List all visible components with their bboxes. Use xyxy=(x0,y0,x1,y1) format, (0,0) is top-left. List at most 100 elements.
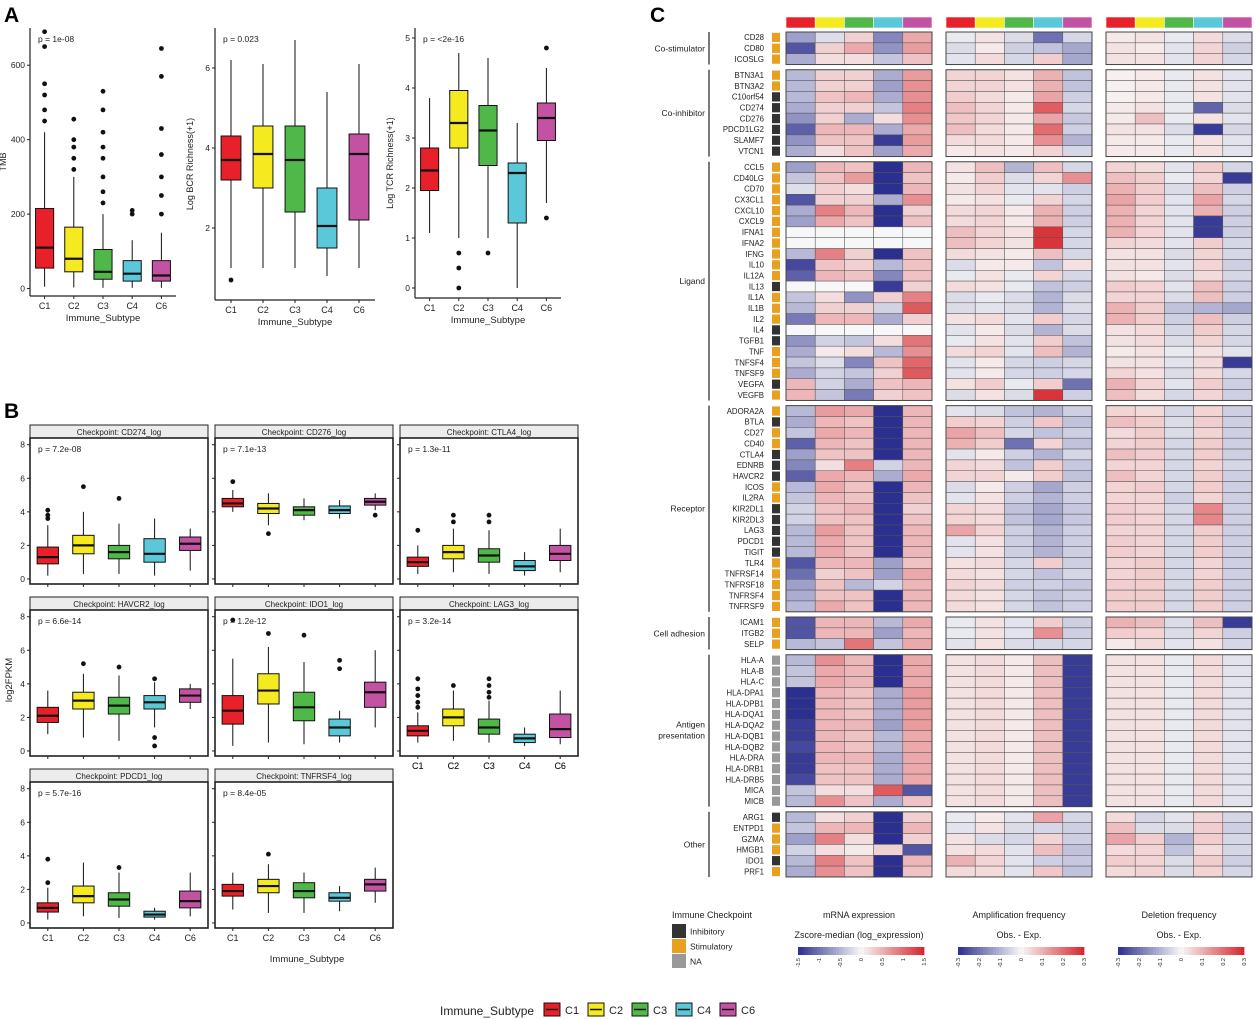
heatmap-cell xyxy=(844,345,874,358)
heatmap-cell xyxy=(1193,204,1224,217)
heatmap-cell xyxy=(1004,535,1034,547)
heatmap-cell xyxy=(1105,773,1136,786)
heatmap-cell xyxy=(844,513,874,526)
heatmap-cell xyxy=(945,42,976,54)
colorbar-segment xyxy=(1055,947,1060,955)
legend-label-C4: C4 xyxy=(697,1005,711,1017)
heatmap-cell xyxy=(902,194,933,206)
heatmap-cell xyxy=(785,557,816,569)
y-tick-label: 3 xyxy=(405,133,410,143)
heatmap-cell xyxy=(1004,844,1034,856)
heatmap-cell xyxy=(1105,822,1136,834)
heatmap-cell xyxy=(1033,367,1064,379)
heatmap-cell xyxy=(1193,378,1224,390)
heatmap-cell xyxy=(844,389,874,401)
heatmap-cell xyxy=(844,204,874,217)
heatmap-cell xyxy=(902,676,933,688)
heatmap-cell xyxy=(1033,313,1064,325)
heatmap-cell xyxy=(1105,134,1136,146)
heatmap-cell xyxy=(1134,763,1165,775)
outlier-point xyxy=(230,479,236,485)
heatmap-cell xyxy=(1033,524,1064,537)
colorbar-tick: 0.1 xyxy=(1040,958,1046,966)
heatmap-cell xyxy=(974,226,1005,238)
heatmap-cell xyxy=(814,80,845,92)
colorbar-segment xyxy=(1058,947,1063,955)
column-header-C3 xyxy=(1164,16,1194,29)
colorbar-segment xyxy=(857,947,862,955)
heatmap-cell xyxy=(1164,616,1194,629)
heatmap-cell xyxy=(814,524,845,537)
heatmap-cell xyxy=(974,378,1005,390)
heatmap-cell xyxy=(902,324,933,336)
heatmap-cell xyxy=(814,616,845,629)
outlier-point xyxy=(415,693,421,698)
heatmap-cell xyxy=(1033,378,1064,390)
heatmap-cell xyxy=(873,237,904,249)
outlier-point xyxy=(486,512,492,518)
heatmap-cell xyxy=(1105,378,1136,390)
x-tick-label: C3 xyxy=(289,305,301,315)
heatmap-cell xyxy=(1193,773,1224,786)
column-header-C4 xyxy=(873,16,904,29)
checkpoint-type-cell xyxy=(772,325,780,335)
heatmap-cell xyxy=(1105,416,1136,428)
heatmap-cell xyxy=(1062,822,1093,834)
heatmap-cell xyxy=(1033,437,1064,450)
heatmap-title: mRNA expression xyxy=(823,910,895,920)
heatmap-cell xyxy=(1193,492,1224,504)
heatmap-cell xyxy=(1062,741,1093,753)
heatmap-cell xyxy=(814,367,845,379)
heatmap-cell xyxy=(1222,763,1253,775)
heatmap-cell xyxy=(1105,784,1136,797)
heatmap-cell xyxy=(844,627,874,639)
heatmap-cell xyxy=(873,719,904,731)
heatmap-cell xyxy=(844,161,874,173)
heatmap-cell xyxy=(902,280,933,293)
checkpoint-type-cell xyxy=(772,720,780,730)
box-C1 xyxy=(220,135,242,181)
heatmap-cell xyxy=(1105,811,1136,823)
heatmap-cell xyxy=(1004,811,1034,823)
gene-label: TNFSF9 xyxy=(735,369,764,378)
heatmap-cell xyxy=(844,676,874,688)
heatmap-cell xyxy=(1062,470,1093,482)
heatmap-cell xyxy=(945,302,976,314)
box-C6 xyxy=(364,681,387,708)
heatmap-cell xyxy=(1164,69,1194,81)
heatmap-cell xyxy=(814,665,845,677)
heatmap-cell xyxy=(1033,427,1064,439)
heatmap-cell xyxy=(1164,752,1194,764)
gene-label: ADORA2A xyxy=(727,407,765,416)
heatmap-cell xyxy=(1105,313,1136,325)
heatmap-cell xyxy=(1164,811,1194,823)
heatmap-cell xyxy=(1134,697,1165,710)
colorbar-segment xyxy=(1143,947,1147,955)
heatmap-cell xyxy=(1105,356,1136,369)
column-header-C1 xyxy=(1105,16,1136,29)
heatmap-cell xyxy=(1222,237,1253,249)
heatmap-cell xyxy=(1062,811,1093,823)
heatmap-cell xyxy=(844,367,874,379)
heatmap-cell xyxy=(1033,91,1064,103)
heatmap-cell xyxy=(945,53,976,65)
heatmap-cell xyxy=(1033,568,1064,580)
checkpoint-type-cell xyxy=(772,195,780,205)
colorbar-segment xyxy=(898,947,903,955)
heatmap-cell xyxy=(1193,741,1224,753)
heatmap-cell xyxy=(1004,654,1034,666)
checkpoint-type-cell xyxy=(772,558,780,568)
heatmap-cell xyxy=(1193,719,1224,731)
heatmap-cell xyxy=(1222,248,1253,260)
heatmap-cell xyxy=(1222,616,1253,629)
heatmap-cell xyxy=(945,112,976,125)
heatmap-cell xyxy=(785,503,816,515)
heatmap-subtitle: Obs. - Exp. xyxy=(1156,930,1201,940)
colorbar-segment xyxy=(848,947,852,955)
heatmap-cell xyxy=(1033,763,1064,775)
colorbar-tick: -0.1 xyxy=(1158,958,1164,967)
heatmap-cell xyxy=(785,654,816,666)
heatmap-cell xyxy=(844,145,874,157)
heatmap-cell xyxy=(1004,665,1034,677)
heatmap-cell xyxy=(902,616,933,629)
